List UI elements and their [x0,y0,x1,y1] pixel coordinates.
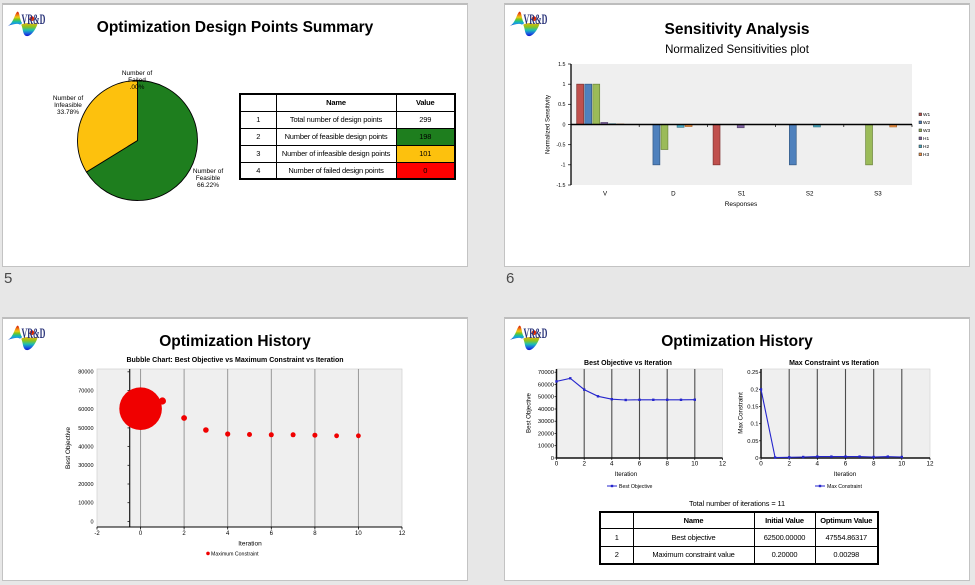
svg-text:4: 4 [610,461,614,468]
svg-text:-2: -2 [94,531,100,537]
svg-text:2: 2 [787,461,791,468]
svg-text:Responses: Responses [725,201,758,208]
svg-text:Iteration: Iteration [834,471,857,478]
svg-text:H3: H3 [923,152,929,158]
svg-text:30000: 30000 [538,419,554,425]
svg-text:Max Constraint: Max Constraint [827,484,862,490]
svg-text:4: 4 [226,531,230,537]
svg-text:S2: S2 [806,191,814,198]
svg-text:Best Objective: Best Objective [619,484,653,490]
svg-text:Maximum Constraint: Maximum Constraint [211,552,259,558]
svg-text:8: 8 [313,531,317,537]
svg-text:10000: 10000 [538,444,554,450]
svg-text:H2: H2 [923,144,929,150]
svg-text:1.5: 1.5 [558,62,565,68]
svg-text:S3: S3 [874,191,882,198]
svg-text:1: 1 [563,82,566,88]
svg-text:20000: 20000 [78,482,93,488]
svg-text:30000: 30000 [78,463,93,469]
svg-text:40000: 40000 [78,445,93,451]
svg-text:0.5: 0.5 [558,102,565,108]
svg-text:-1.5: -1.5 [556,183,565,189]
svg-text:0.1: 0.1 [750,422,758,428]
svg-text:0: 0 [563,122,566,128]
svg-text:60000: 60000 [538,383,554,389]
svg-text:Max Constraint: Max Constraint [738,392,745,434]
svg-text:0: 0 [555,461,559,468]
svg-text:Normalized Sensitivity: Normalized Sensitivity [546,95,552,154]
svg-text:40000: 40000 [538,407,554,413]
svg-text:60000: 60000 [78,407,93,413]
svg-text:2: 2 [182,531,186,537]
svg-text:70000: 70000 [538,370,554,376]
svg-text:Best Objective: Best Objective [526,393,533,433]
svg-text:50000: 50000 [538,395,554,401]
svg-text:70000: 70000 [78,388,93,394]
svg-text:H1: H1 [923,136,929,142]
svg-text:0: 0 [755,456,758,462]
svg-text:-1: -1 [561,163,566,169]
svg-text:20000: 20000 [538,432,554,438]
svg-text:8: 8 [872,461,876,468]
svg-text:0: 0 [759,461,763,468]
svg-text:10: 10 [355,531,362,537]
svg-text:0: 0 [90,519,93,525]
svg-text:Best Objective vs Iteration: Best Objective vs Iteration [584,360,672,367]
svg-text:D: D [671,191,676,198]
svg-text:W1: W1 [923,112,931,118]
svg-text:2: 2 [582,461,586,468]
svg-text:W2: W2 [923,120,931,126]
svg-text:W3: W3 [923,128,931,134]
svg-text:8: 8 [665,461,669,468]
svg-text:10000: 10000 [78,501,93,507]
svg-text:50000: 50000 [78,426,93,432]
svg-text:0.2: 0.2 [750,387,758,393]
svg-text:12: 12 [926,461,934,468]
svg-text:6: 6 [270,531,274,537]
svg-text:80000: 80000 [78,370,93,376]
svg-text:Best Objective: Best Objective [65,427,72,469]
svg-text:10: 10 [691,461,699,468]
svg-text:12: 12 [719,461,727,468]
svg-text:S1: S1 [738,191,746,198]
svg-text:6: 6 [844,461,848,468]
svg-text:0.15: 0.15 [747,405,758,411]
svg-text:0: 0 [551,456,554,462]
svg-text:0.25: 0.25 [747,370,758,376]
svg-text:V: V [603,191,608,198]
svg-text:0: 0 [139,531,143,537]
svg-text:0.05: 0.05 [747,439,758,445]
svg-text:Iteration: Iteration [615,471,638,478]
svg-text:10: 10 [898,461,906,468]
svg-text:12: 12 [399,531,406,537]
svg-text:-0.5: -0.5 [556,143,565,149]
svg-text:6: 6 [638,461,642,468]
svg-text:Iteration: Iteration [238,541,262,548]
svg-text:4: 4 [816,461,820,468]
svg-text:Max Constraint vs Iteration: Max Constraint vs Iteration [789,360,879,367]
